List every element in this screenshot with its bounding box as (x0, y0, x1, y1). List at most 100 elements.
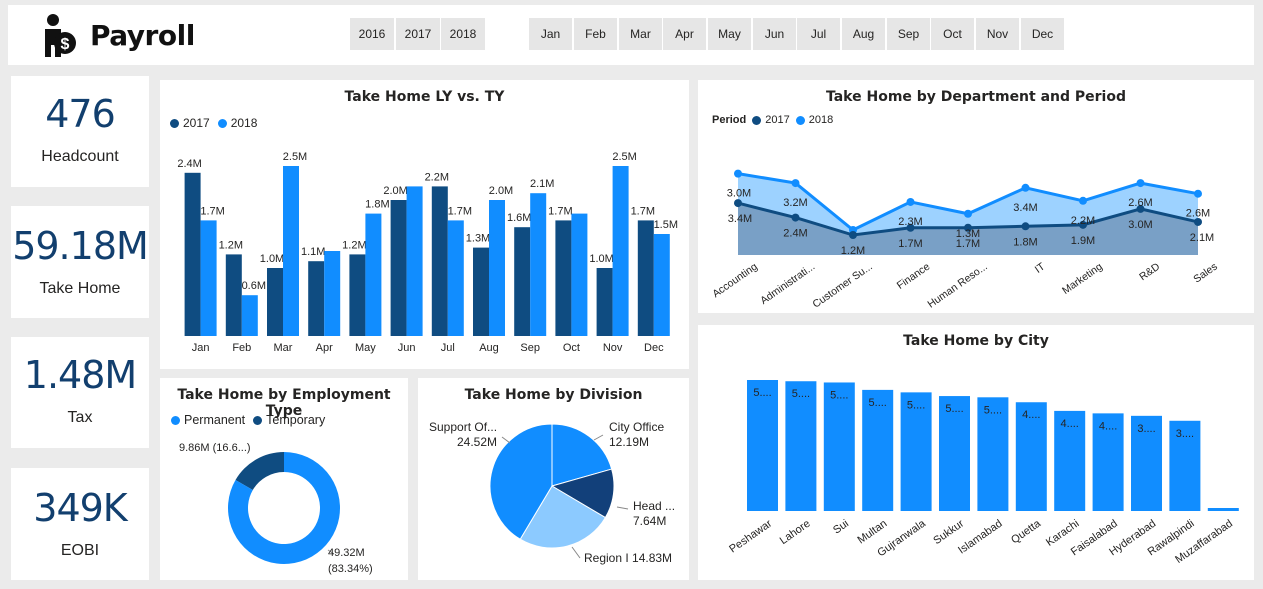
bar-city (1131, 415, 1162, 511)
area-chart-plot: 3.0M 3.4M Accounting 3.2M 2.4M Administrati..… (710, 169, 1220, 311)
point-2017 (906, 223, 915, 232)
month-button-jul[interactable]: Jul (797, 18, 840, 50)
kpi-value: 349K (33, 486, 127, 530)
data-label: 3.0M (1128, 219, 1152, 231)
month-button-feb[interactable]: Feb (574, 18, 617, 50)
bar-2018 (283, 166, 299, 336)
month-button-jun[interactable]: Jun (753, 18, 796, 50)
data-label: 2.5M (283, 151, 307, 163)
data-label: 1.1M (301, 246, 325, 258)
data-label: 5.... (830, 389, 848, 401)
point-2017 (1194, 217, 1202, 226)
point-2018 (964, 209, 972, 218)
bar-chart-plot: Jan 2.4M 1.7M Feb 1.2M 0.6M Mar 1.0M 2.5M Apr 1.1M… (177, 151, 678, 354)
chart-legend: 2017 2018 (170, 116, 257, 130)
take-home-division-chart: Take Home by Division City Office 12.19M H… (418, 378, 689, 580)
bar-2018 (612, 166, 629, 336)
month-button-oct[interactable]: Oct (931, 18, 974, 50)
bar-2017 (596, 268, 613, 336)
data-label: 2.1M (530, 178, 554, 190)
data-label: 1.3M (466, 233, 490, 245)
month-button-sep[interactable]: Sep (887, 18, 930, 50)
bar-2018 (365, 213, 382, 336)
year-button-2018[interactable]: 2018 (441, 18, 485, 50)
bar-2017 (555, 220, 572, 336)
legend-marker-2017 (170, 118, 179, 128)
point-2017 (1136, 204, 1145, 213)
month-button-jan[interactable]: Jan (529, 18, 572, 50)
month-button-apr[interactable]: Apr (663, 18, 706, 50)
data-label: 5.... (753, 387, 771, 399)
bar-2017 (349, 254, 366, 336)
bar-2018 (406, 186, 423, 336)
month-button-mar[interactable]: Mar (619, 18, 662, 50)
data-label: 2.3M (898, 216, 922, 228)
bar-city (1169, 420, 1201, 511)
legend-label-temporary: Temporary (266, 413, 326, 427)
pie-slice (551, 423, 613, 487)
data-label: 1.3M (956, 228, 980, 240)
data-label: City Office (609, 420, 664, 434)
data-label: 1.2M (219, 239, 243, 251)
data-label: 2.0M (383, 185, 407, 197)
month-button-aug[interactable]: Aug (842, 18, 885, 50)
leader-line (501, 436, 511, 444)
bar-city (1054, 410, 1086, 511)
data-label: 5.... (869, 397, 887, 409)
leader-line (571, 546, 581, 559)
chart-title: Take Home LY vs. TY (344, 89, 505, 105)
data-label: 1.5M (654, 219, 678, 231)
legend-marker-2018 (217, 118, 227, 128)
data-label: 4.... (1022, 409, 1040, 421)
bar-city (862, 389, 894, 511)
bar-2017 (514, 227, 531, 336)
bar-2017 (431, 186, 448, 336)
data-label: 1.2M (841, 245, 865, 257)
bar-city (977, 397, 1009, 511)
leader-line (616, 506, 629, 510)
data-label: 1.7M (631, 205, 655, 217)
year-button-2016[interactable]: 2016 (350, 18, 394, 50)
kpi-card-eobi: 349K EOBI (11, 468, 149, 580)
data-label: 2.1M (1190, 232, 1214, 244)
data-label: 4.... (1099, 420, 1117, 432)
bar-2018 (324, 251, 341, 336)
data-label: 2.0M (489, 185, 513, 197)
bar-2017 (267, 268, 283, 336)
legend-label-2018: 2018 (230, 116, 258, 130)
x-axis-tick-label: Lahore (778, 518, 813, 547)
point-2017 (849, 231, 857, 239)
bar-2018 (241, 295, 258, 336)
x-axis-tick-label: Administrati... (758, 261, 817, 307)
bar-city (1207, 508, 1239, 511)
data-label: 1.7M (448, 205, 472, 217)
month-button-dec[interactable]: Dec (1021, 18, 1064, 50)
bar-city (900, 392, 932, 511)
bar-city (1092, 413, 1124, 511)
kpi-label: EOBI (60, 542, 100, 559)
x-axis-tick-label: IT (1033, 260, 1048, 276)
bar-city (1015, 402, 1047, 511)
point-2017 (1021, 222, 1030, 231)
month-button-nov[interactable]: Nov (976, 18, 1019, 50)
year-button-2017[interactable]: 2017 (396, 18, 440, 50)
bar-2018 (447, 220, 464, 336)
app-title: Payroll (90, 19, 195, 52)
month-button-may[interactable]: May (708, 18, 751, 50)
kpi-card-take-home: 59.18M Take Home (11, 206, 149, 318)
pie-slice (489, 423, 553, 540)
point-2017 (1079, 220, 1087, 229)
data-label: 1.7M (956, 238, 980, 250)
leader-line (593, 434, 604, 441)
point-2018 (1021, 183, 1030, 192)
bar-2018 (530, 193, 547, 336)
point-2018 (734, 169, 742, 178)
bar-2017 (308, 261, 325, 336)
data-label: Region I 14.83M (584, 551, 672, 565)
x-axis-tick-label: Sales (1191, 261, 1219, 286)
data-label: 1.8M (365, 199, 389, 211)
payroll-person-dollar-icon: $ (45, 14, 76, 57)
data-label: 4.... (1061, 418, 1079, 430)
bar-2018 (653, 234, 670, 336)
